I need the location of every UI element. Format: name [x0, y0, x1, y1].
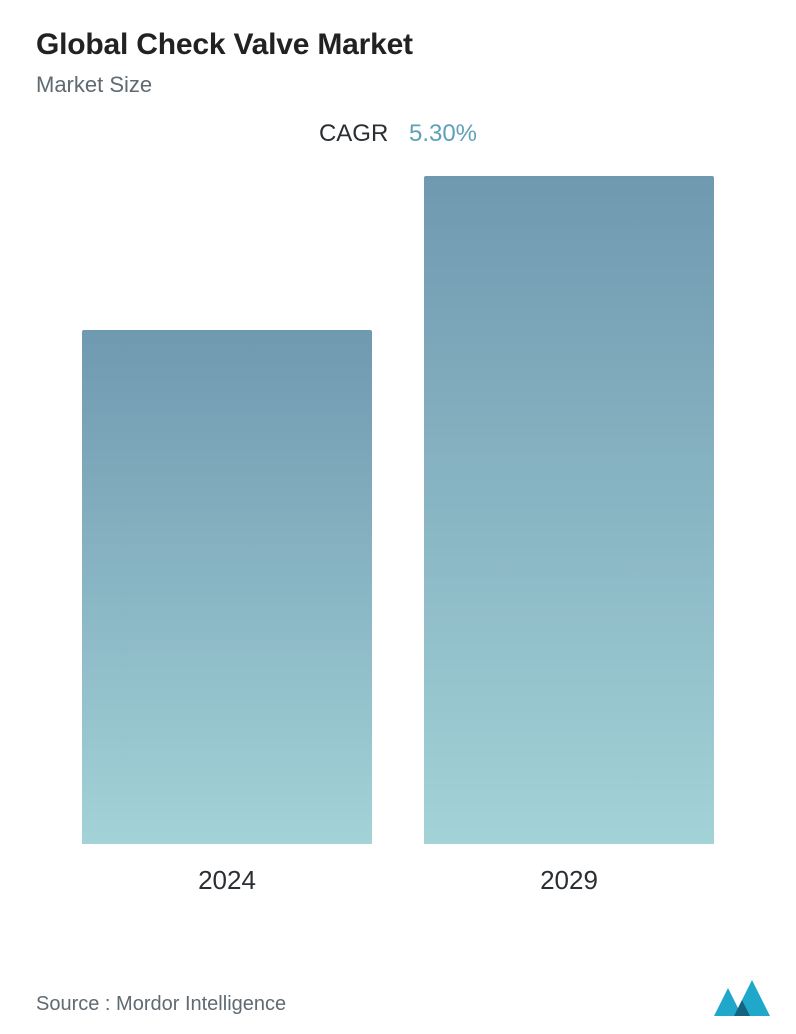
mordor-logo-icon — [714, 980, 772, 1016]
chart-subtitle: Market Size — [36, 72, 760, 98]
source-text: Source : Mordor Intelligence — [36, 993, 286, 1016]
cagr-value: 5.30% — [409, 120, 477, 147]
bar-2029 — [424, 176, 714, 844]
bar-2024 — [82, 330, 372, 844]
chart-title: Global Check Valve Market — [36, 28, 760, 62]
footer: Source : Mordor Intelligence — [36, 980, 772, 1016]
bar-wrap-2024 — [82, 330, 372, 844]
chart-container: Global Check Valve Market Market Size CA… — [0, 0, 796, 1034]
xlabel-2029: 2029 — [424, 865, 714, 896]
x-axis-labels: 2024 2029 — [36, 865, 760, 896]
bar-wrap-2029 — [424, 176, 714, 844]
cagr-label: CAGR — [319, 120, 388, 147]
cagr-row: CAGR 5.30% — [36, 120, 760, 148]
bars-group — [36, 176, 760, 844]
xlabel-2024: 2024 — [82, 865, 372, 896]
bar-chart: 2024 2029 — [36, 176, 760, 896]
